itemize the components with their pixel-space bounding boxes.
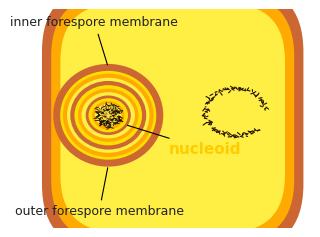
Ellipse shape xyxy=(87,97,129,134)
Ellipse shape xyxy=(80,91,137,140)
Ellipse shape xyxy=(93,102,123,128)
Ellipse shape xyxy=(65,76,151,155)
Text: inner forespore membrane: inner forespore membrane xyxy=(11,16,178,65)
Text: outer forespore membrane: outer forespore membrane xyxy=(14,168,184,219)
Ellipse shape xyxy=(57,67,160,163)
FancyBboxPatch shape xyxy=(42,0,303,237)
FancyBboxPatch shape xyxy=(51,0,294,237)
Ellipse shape xyxy=(72,83,144,147)
Text: nucleoid: nucleoid xyxy=(127,125,241,157)
FancyBboxPatch shape xyxy=(60,4,285,232)
